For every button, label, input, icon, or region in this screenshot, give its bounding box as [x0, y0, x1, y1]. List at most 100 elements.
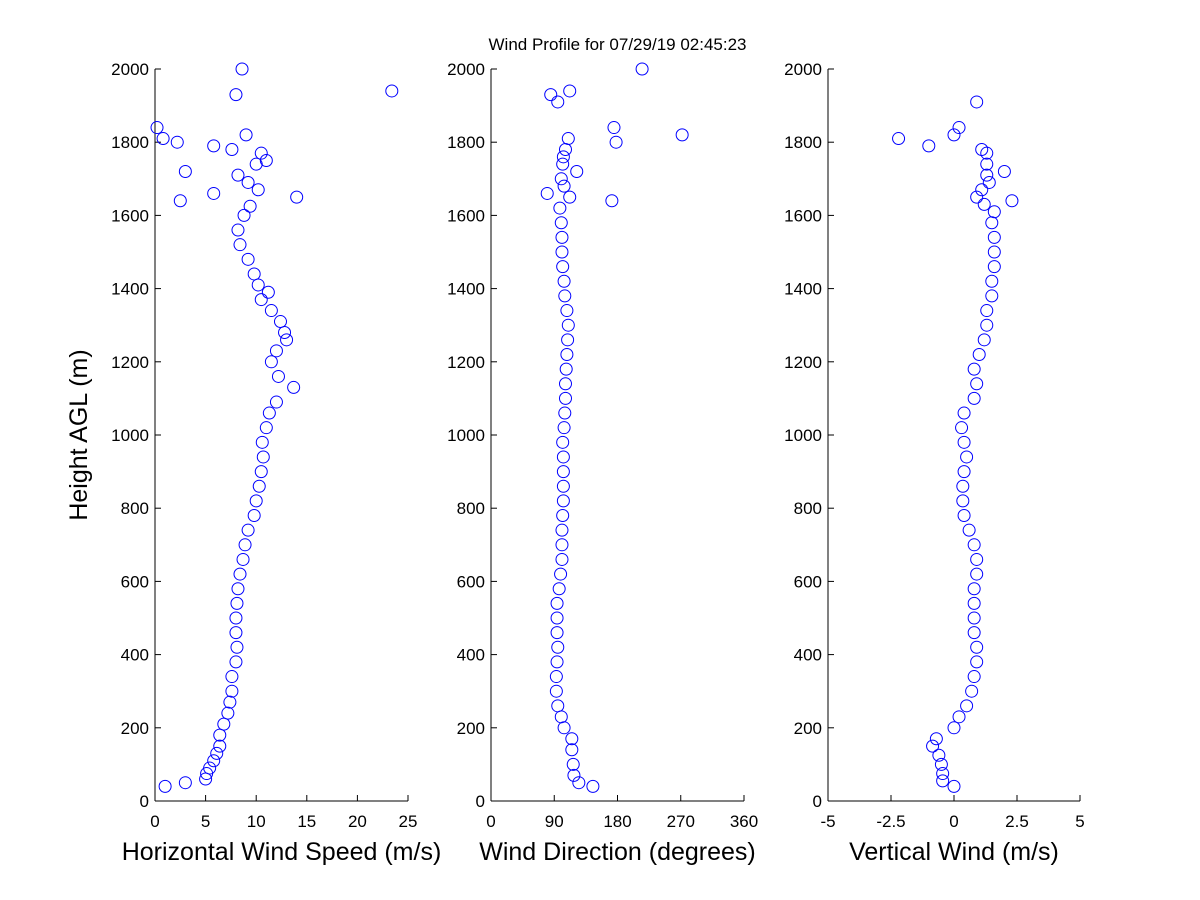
data-point	[967, 611, 981, 625]
data-point	[567, 768, 581, 782]
data-point	[264, 304, 278, 318]
data-point	[290, 190, 304, 204]
data-point	[572, 776, 586, 790]
data-point	[987, 230, 1001, 244]
data-point	[936, 767, 950, 781]
data-point	[170, 135, 184, 149]
data-point	[987, 205, 1001, 219]
data-point	[233, 238, 247, 252]
data-point	[997, 164, 1011, 178]
data-point	[385, 84, 399, 98]
data-point	[967, 538, 981, 552]
y-tick-label: 0	[476, 792, 485, 811]
data-point	[556, 450, 570, 464]
data-point	[280, 333, 294, 347]
data-point	[558, 406, 572, 420]
data-point	[229, 655, 243, 669]
data-point	[150, 121, 164, 135]
data-point	[255, 435, 269, 449]
data-point	[972, 347, 986, 361]
y-tick-label: 1600	[784, 206, 822, 225]
data-point	[922, 139, 936, 153]
y-tick-label: 1800	[784, 133, 822, 152]
x-tick-label: -2.5	[876, 812, 905, 831]
x-tick-label: -5	[820, 812, 835, 831]
x-tick-label: 0	[486, 812, 495, 831]
data-point	[555, 230, 569, 244]
data-point	[269, 395, 283, 409]
data-point	[241, 523, 255, 537]
data-point	[551, 699, 565, 713]
data-point	[947, 128, 961, 142]
data-point	[675, 128, 689, 142]
data-point	[960, 699, 974, 713]
data-point	[230, 640, 244, 654]
data-point	[254, 146, 268, 160]
y-tick-label: 1400	[111, 280, 149, 299]
data-point	[223, 695, 237, 709]
y-tick-label: 1200	[784, 353, 822, 372]
data-point	[982, 175, 996, 189]
data-point	[207, 139, 221, 153]
data-point	[554, 172, 568, 186]
data-point	[967, 626, 981, 640]
data-point	[261, 285, 275, 299]
data-point	[229, 611, 243, 625]
data-point	[241, 252, 255, 266]
data-point	[556, 260, 570, 274]
y-tick-label: 800	[457, 499, 485, 518]
x-tick-label: 180	[603, 812, 631, 831]
y-tick-label: 1200	[111, 353, 149, 372]
y-tick-label: 1800	[447, 133, 485, 152]
data-point	[555, 523, 569, 537]
x-tick-label: 15	[297, 812, 316, 831]
data-point	[247, 509, 261, 523]
x-tick-label: 0	[949, 812, 958, 831]
data-point	[936, 774, 950, 788]
data-point	[967, 582, 981, 596]
data-point	[552, 582, 566, 596]
data-point	[237, 208, 251, 222]
data-point	[231, 168, 245, 182]
data-point	[225, 684, 239, 698]
data-point	[1005, 194, 1019, 208]
y-tick-label: 1600	[111, 206, 149, 225]
x-axis-label: Wind Direction (degrees)	[479, 838, 756, 866]
data-point	[555, 538, 569, 552]
data-point	[962, 523, 976, 537]
data-point	[178, 776, 192, 790]
data-point	[565, 743, 579, 757]
data-point	[550, 611, 564, 625]
data-point	[932, 748, 946, 762]
data-point	[555, 552, 569, 566]
data-point	[956, 479, 970, 493]
data-point	[254, 465, 268, 479]
data-point	[559, 362, 573, 376]
data-point	[957, 509, 971, 523]
data-point	[556, 150, 570, 164]
y-tick-label: 1000	[111, 426, 149, 445]
data-point	[980, 318, 994, 332]
data-point	[235, 62, 249, 76]
data-point	[586, 779, 600, 793]
data-point	[229, 88, 243, 102]
data-point	[561, 132, 575, 146]
data-point	[225, 143, 239, 157]
chart-title: Wind Profile for 07/29/19 02:45:23	[489, 35, 747, 54]
data-point	[975, 143, 989, 157]
data-point	[609, 135, 623, 149]
y-tick-label: 2000	[784, 60, 822, 79]
data-point	[947, 779, 961, 793]
data-point	[952, 121, 966, 135]
data-point	[977, 333, 991, 347]
data-point	[970, 567, 984, 581]
data-point	[555, 245, 569, 259]
data-point	[231, 582, 245, 596]
data-point	[607, 121, 621, 135]
data-point	[233, 567, 247, 581]
data-point	[554, 216, 568, 230]
data-point	[203, 761, 217, 775]
data-point	[926, 739, 940, 753]
y-tick-label: 600	[794, 572, 822, 591]
